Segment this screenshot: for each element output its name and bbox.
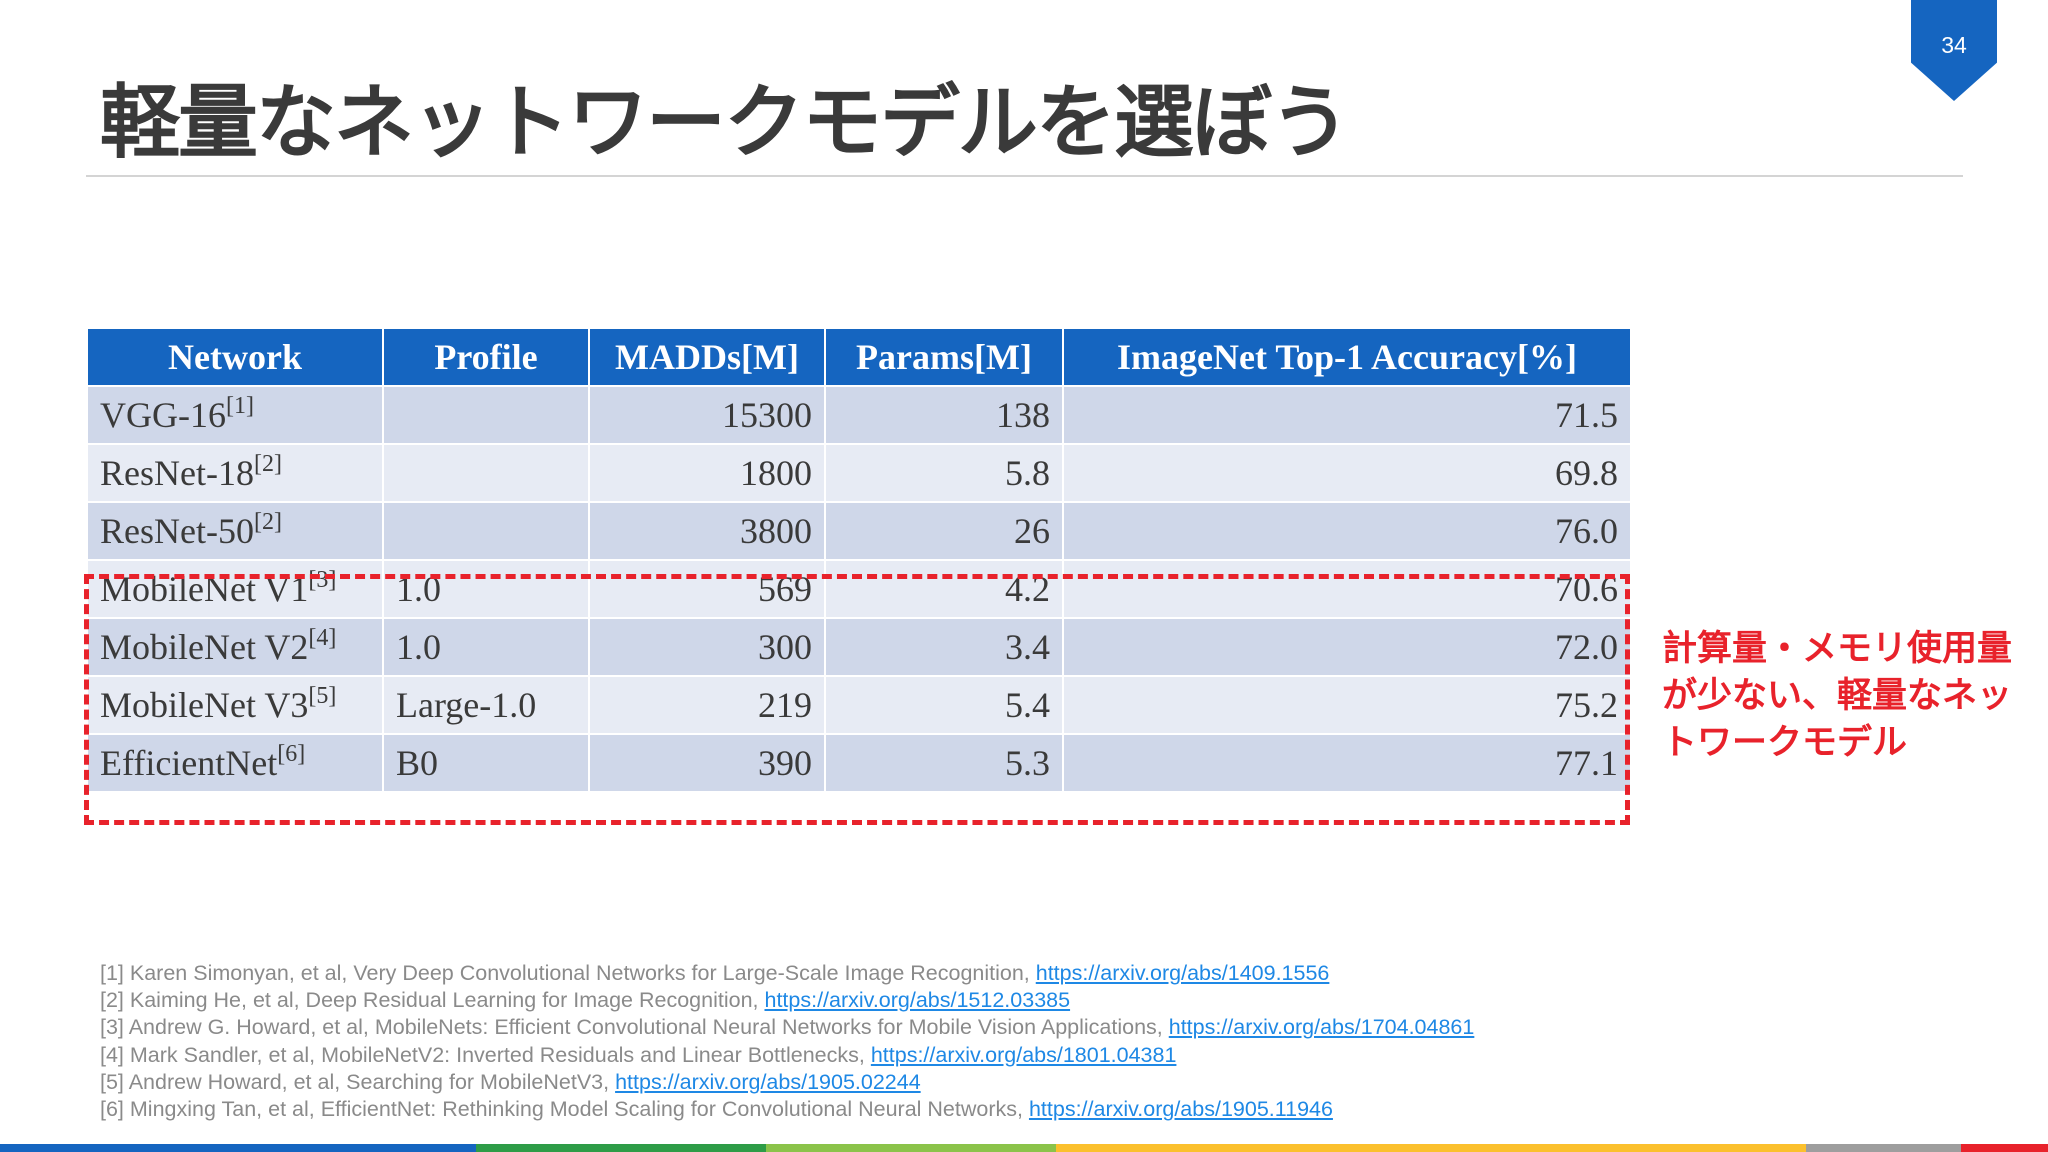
slide-title: 軽量なネットワークモデルを選ぼう [100,76,1350,169]
reference-link[interactable]: https://arxiv.org/abs/1512.03385 [764,988,1071,1013]
table-row: MobileNet V3[5] Large-1.0 219 5.4 75.2 [86,675,1632,735]
network-name: MobileNet V3 [100,685,309,725]
callout-line: 計算量・メモリ使用量 [1662,629,2013,669]
madds-cell: 569 [588,559,826,619]
accuracy-cell: 75.2 [1062,675,1632,735]
params-cell: 5.8 [824,443,1064,503]
table-row: ResNet-18[2] 1800 5.8 69.8 [86,443,1632,503]
network-cell: MobileNet V1[3] [86,559,384,619]
reference-text: [4] Mark Sandler, et al, MobileNetV2: In… [100,1042,871,1067]
reference-link[interactable]: https://arxiv.org/abs/1704.04861 [1168,1015,1475,1040]
bottom-bar-segment [476,1144,766,1152]
header-network: Network [86,327,384,387]
table-row: VGG-16[1] 15300 138 71.5 [86,385,1632,445]
header-params: Params[M] [824,327,1064,387]
reference-marker: [4] [308,625,337,651]
reference-text: [1] Karen Simonyan, et al, Very Deep Con… [100,961,1036,985]
network-cell: EfficientNet[6] [86,733,384,793]
accuracy-cell: 71.5 [1062,385,1632,445]
accuracy-cell: 72.0 [1062,617,1632,677]
bottom-bar-segment [1056,1144,1806,1152]
reference-link[interactable]: https://arxiv.org/abs/1801.04381 [870,1042,1177,1067]
madds-cell: 219 [588,675,826,735]
table-row: ResNet-50[2] 3800 26 76.0 [86,501,1632,561]
params-cell: 138 [824,385,1064,445]
profile-cell [382,501,590,561]
table-row: EfficientNet[6] B0 390 5.3 77.1 [86,733,1632,793]
params-cell: 26 [824,501,1064,561]
reference-marker: [2] [253,509,282,535]
reference-link[interactable]: https://arxiv.org/abs/1905.02244 [615,1069,921,1094]
params-cell: 4.2 [824,559,1064,619]
reference-item: [1] Karen Simonyan, et al, Very Deep Con… [100,960,1474,987]
reference-item: [5] Andrew Howard, et al, Searching for … [100,1069,1474,1096]
reference-text: [6] Mingxing Tan, et al, EfficientNet: R… [100,1097,1029,1122]
madds-cell: 300 [588,617,826,677]
reference-marker: [1] [225,393,254,419]
params-cell: 5.3 [824,733,1064,793]
profile-cell: 1.0 [382,617,590,677]
network-name: EfficientNet [100,743,278,783]
profile-cell: Large-1.0 [382,675,590,735]
page-number-badge: 34 [1911,0,1997,101]
references-list: [1] Karen Simonyan, et al, Very Deep Con… [100,960,1474,1123]
reference-link[interactable]: https://arxiv.org/abs/1409.1556 [1035,961,1330,985]
network-cell: ResNet-18[2] [86,443,384,503]
network-cell: MobileNet V2[4] [86,617,384,677]
network-cell: VGG-16[1] [86,385,384,445]
network-name: MobileNet V2 [100,627,309,667]
profile-cell: 1.0 [382,559,590,619]
bottom-bar-segment [1961,1144,2048,1152]
network-name: ResNet-50 [100,511,254,551]
profile-cell: B0 [382,733,590,793]
reference-text: [5] Andrew Howard, et al, Searching for … [100,1069,616,1094]
reference-item: [2] Kaiming He, et al, Deep Residual Lea… [100,987,1474,1014]
params-cell: 3.4 [824,617,1064,677]
accuracy-cell: 76.0 [1062,501,1632,561]
madds-cell: 3800 [588,501,826,561]
table-header-row: Network Profile MADDs[M] Params[M] Image… [86,327,1632,387]
network-name: VGG-16 [100,395,226,435]
madds-cell: 390 [588,733,826,793]
lightweight-callout: 計算量・メモリ使用量 が少ない、軽量なネッ トワークモデル [1662,626,2032,767]
reference-text: [2] Kaiming He, et al, Deep Residual Lea… [100,988,765,1013]
title-divider [86,175,1963,177]
network-cell: ResNet-50[2] [86,501,384,561]
reference-text: [3] Andrew G. Howard, et al, MobileNets:… [100,1015,1169,1040]
model-comparison-table: Network Profile MADDs[M] Params[M] Image… [86,327,1632,793]
accuracy-cell: 70.6 [1062,559,1632,619]
bottom-bar-segment [766,1144,1056,1152]
reference-marker: [5] [308,683,337,709]
reference-item: [4] Mark Sandler, et al, MobileNetV2: In… [100,1042,1474,1069]
bottom-bar-segment [0,1144,476,1152]
bottom-bar-segment [1806,1144,1961,1152]
bottom-color-bar [0,1144,2048,1152]
madds-cell: 15300 [588,385,826,445]
reference-marker: [3] [308,567,337,593]
table-row: MobileNet V1[3] 1.0 569 4.2 70.6 [86,559,1632,619]
network-name: MobileNet V1 [100,569,309,609]
reference-link[interactable]: https://arxiv.org/abs/1905.11946 [1028,1097,1333,1122]
table-body: VGG-16[1] 15300 138 71.5 ResNet-18[2] 1800 5.8… [86,385,1632,793]
header-accuracy: ImageNet Top-1 Accuracy[%] [1062,327,1632,387]
callout-line: が少ない、軽量なネッ [1662,676,2013,716]
network-cell: MobileNet V3[5] [86,675,384,735]
reference-item: [6] Mingxing Tan, et al, EfficientNet: R… [100,1096,1474,1123]
page-number: 34 [1941,32,1967,58]
accuracy-cell: 77.1 [1062,733,1632,793]
reference-marker: [6] [277,741,306,767]
profile-cell [382,385,590,445]
accuracy-cell: 69.8 [1062,443,1632,503]
network-name: ResNet-18 [100,453,254,493]
header-profile: Profile [382,327,590,387]
profile-cell [382,443,590,503]
reference-item: [3] Andrew G. Howard, et al, MobileNets:… [100,1014,1474,1041]
header-madds: MADDs[M] [588,327,826,387]
callout-line: トワークモデル [1662,723,1908,763]
reference-marker: [2] [253,451,282,477]
params-cell: 5.4 [824,675,1064,735]
madds-cell: 1800 [588,443,826,503]
table-row: MobileNet V2[4] 1.0 300 3.4 72.0 [86,617,1632,677]
